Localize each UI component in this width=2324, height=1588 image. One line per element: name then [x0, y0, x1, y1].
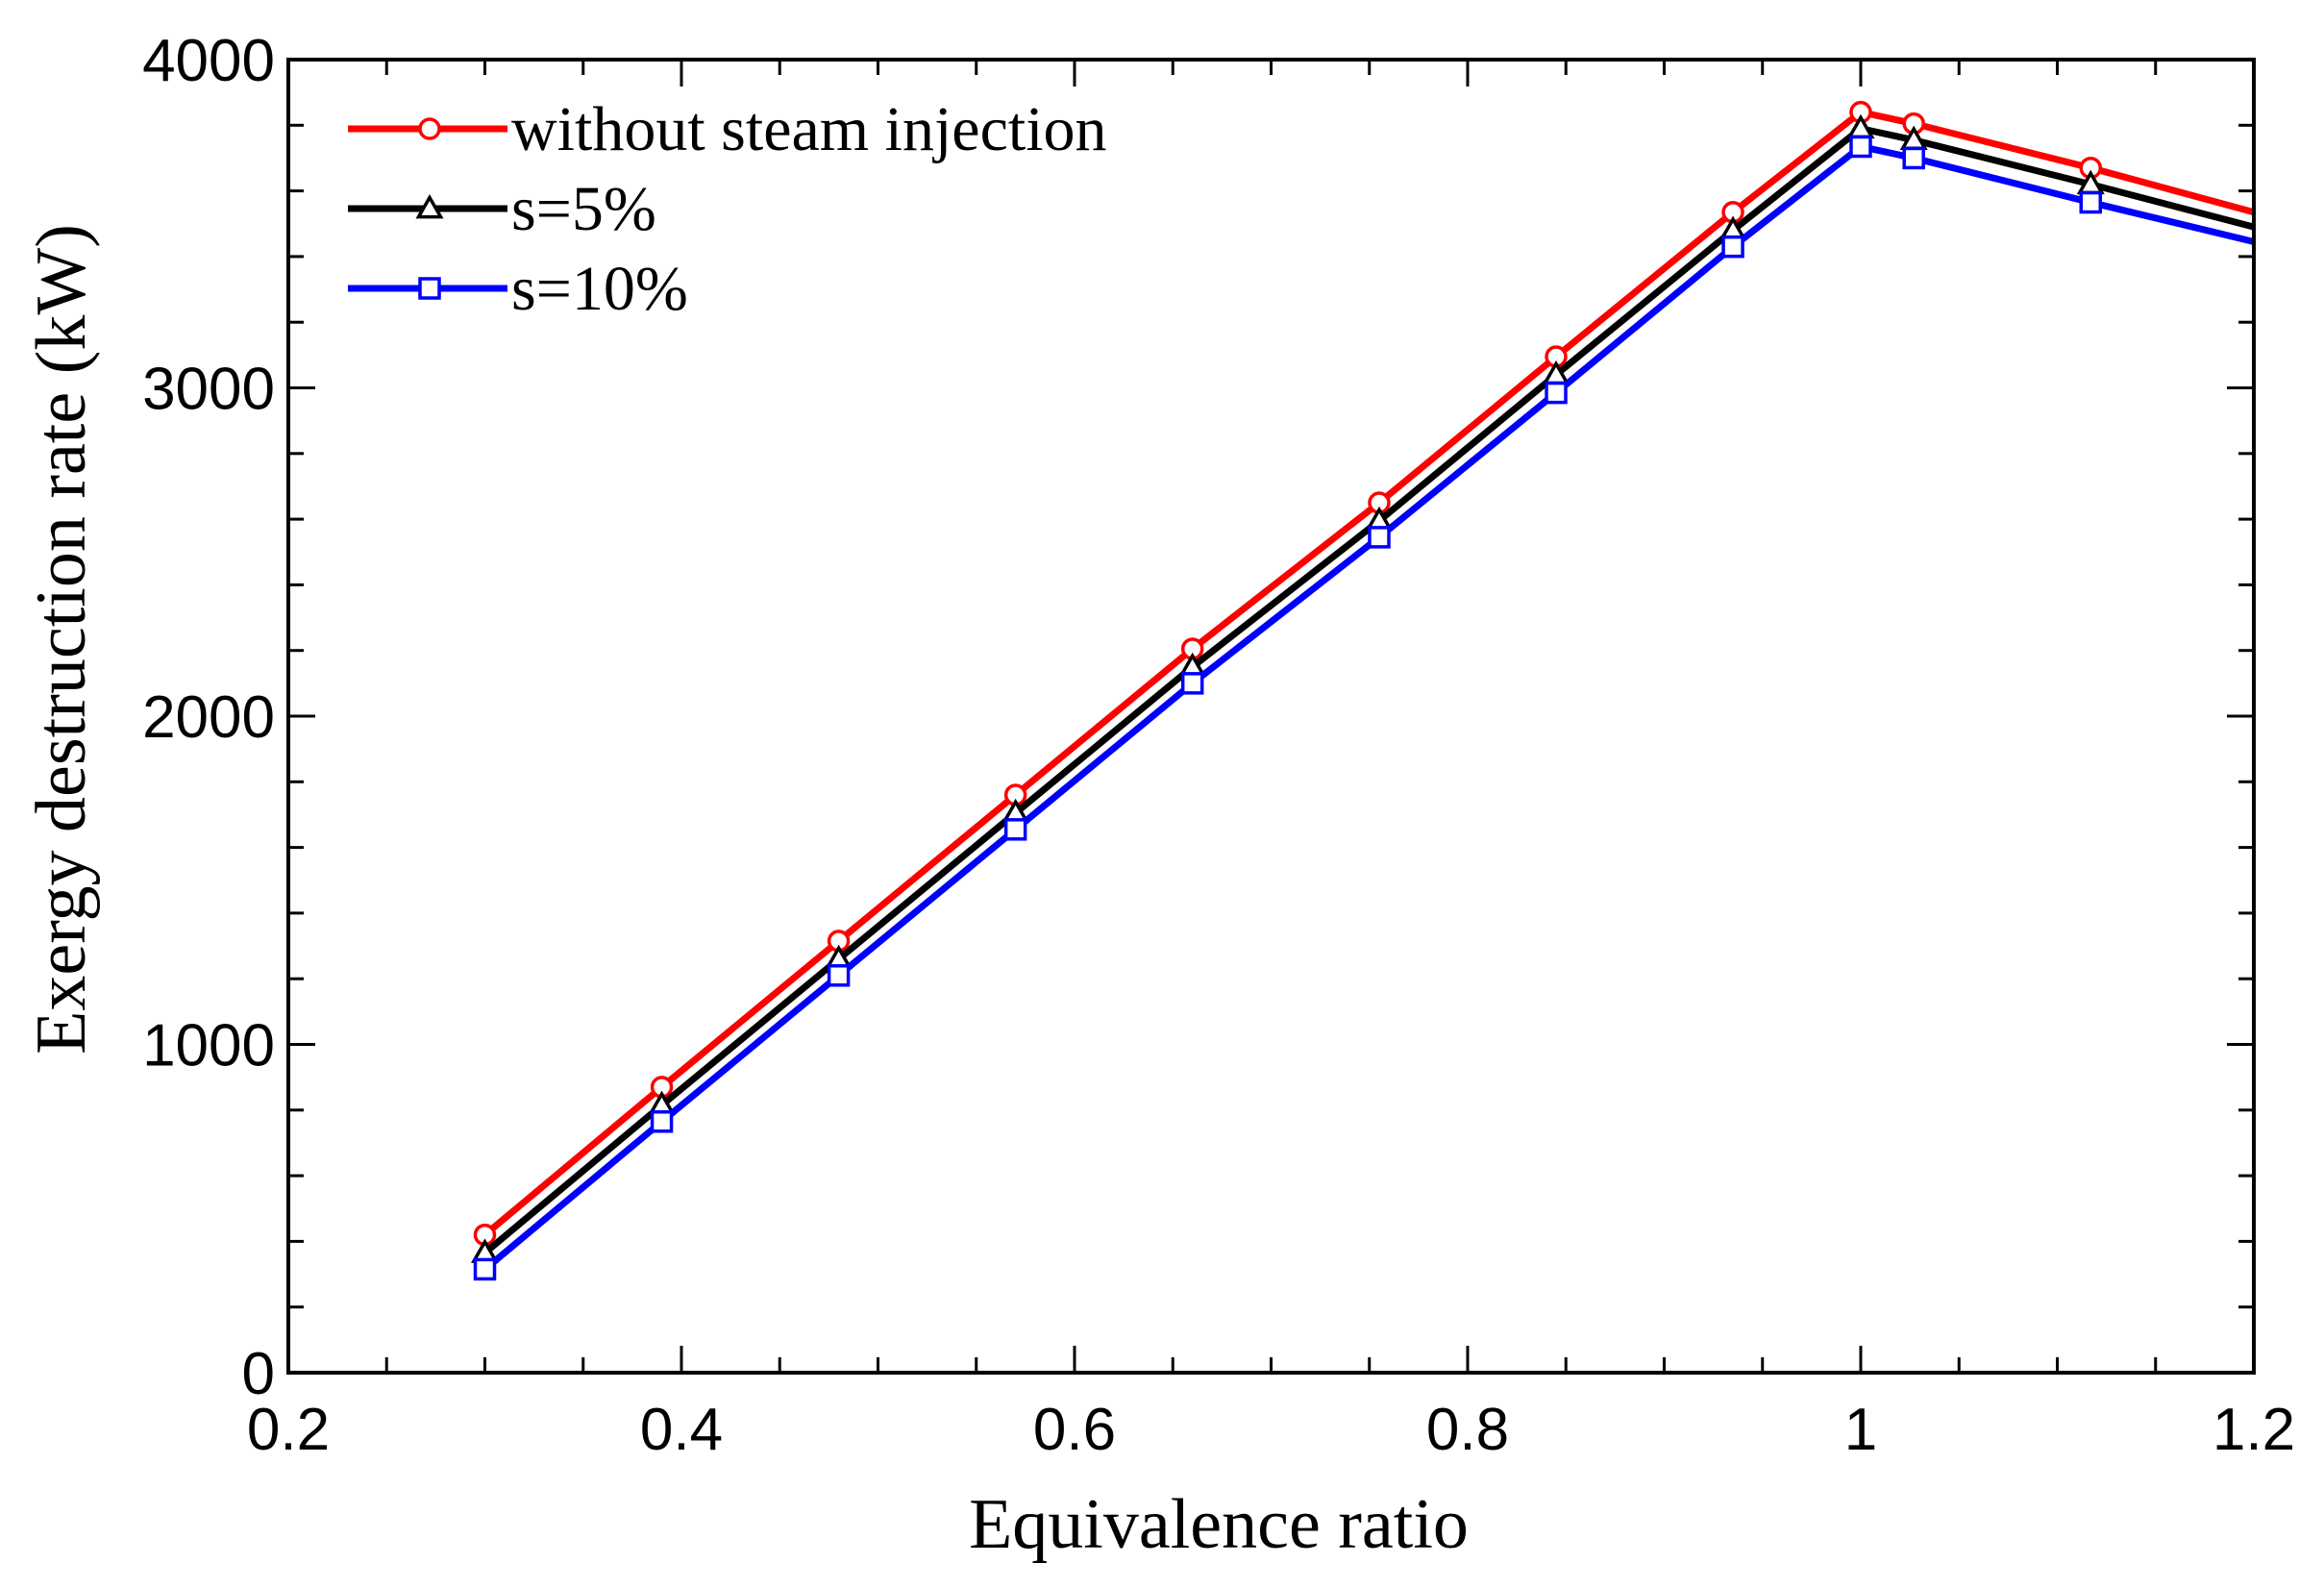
legend: without steam injection s=5% s=10%	[348, 94, 1107, 324]
data-point	[1003, 818, 1027, 841]
tick-labels: 0.2 0.4 0.6 0.8 1 1.2 0 1000 2000 3000 4000	[142, 28, 2295, 1463]
legend-marker	[418, 277, 441, 300]
data-point	[650, 1110, 674, 1133]
data-point	[1545, 381, 1568, 405]
data-point	[2079, 190, 2103, 214]
minor-ticks	[288, 60, 2254, 1373]
x-tick-label: 1	[1844, 1397, 1877, 1463]
x-axis-title: Equivalence ratio	[969, 1485, 1469, 1564]
data-point	[1180, 672, 1204, 695]
data-point	[1368, 526, 1391, 549]
series-line	[482, 108, 2255, 1238]
series-layer	[470, 100, 2255, 1281]
series-3	[473, 135, 2255, 1281]
data-point	[1721, 235, 1744, 259]
x-tick-label: 0.8	[1426, 1397, 1509, 1463]
y-axis-title: Exergy destruction rate (kW)	[22, 224, 101, 1055]
x-tick-label: 0.4	[640, 1397, 723, 1463]
x-tick-label: 0.6	[1033, 1397, 1116, 1463]
y-tick-label: 0	[242, 1341, 275, 1407]
y-tick-label: 1000	[142, 1013, 275, 1079]
data-point	[827, 964, 851, 987]
data-point	[473, 1257, 497, 1281]
y-tick-label: 2000	[142, 684, 275, 751]
series-1	[473, 100, 2255, 1247]
series-line	[482, 142, 2255, 1273]
plot-frame	[286, 58, 2256, 1375]
legend-label: s=5%	[511, 174, 656, 244]
data-point	[1902, 146, 1925, 170]
legend-marker	[415, 193, 444, 219]
legend-label: without steam injection	[511, 94, 1107, 164]
x-tick-label: 1.2	[2213, 1397, 2295, 1463]
series-line	[482, 124, 2255, 1256]
x-tick-label: 0.2	[247, 1397, 330, 1463]
legend-marker	[418, 117, 441, 140]
legend-label: s=10%	[511, 254, 688, 324]
y-tick-label: 4000	[142, 28, 275, 94]
data-point	[1849, 135, 1872, 159]
y-tick-label: 3000	[142, 357, 275, 423]
